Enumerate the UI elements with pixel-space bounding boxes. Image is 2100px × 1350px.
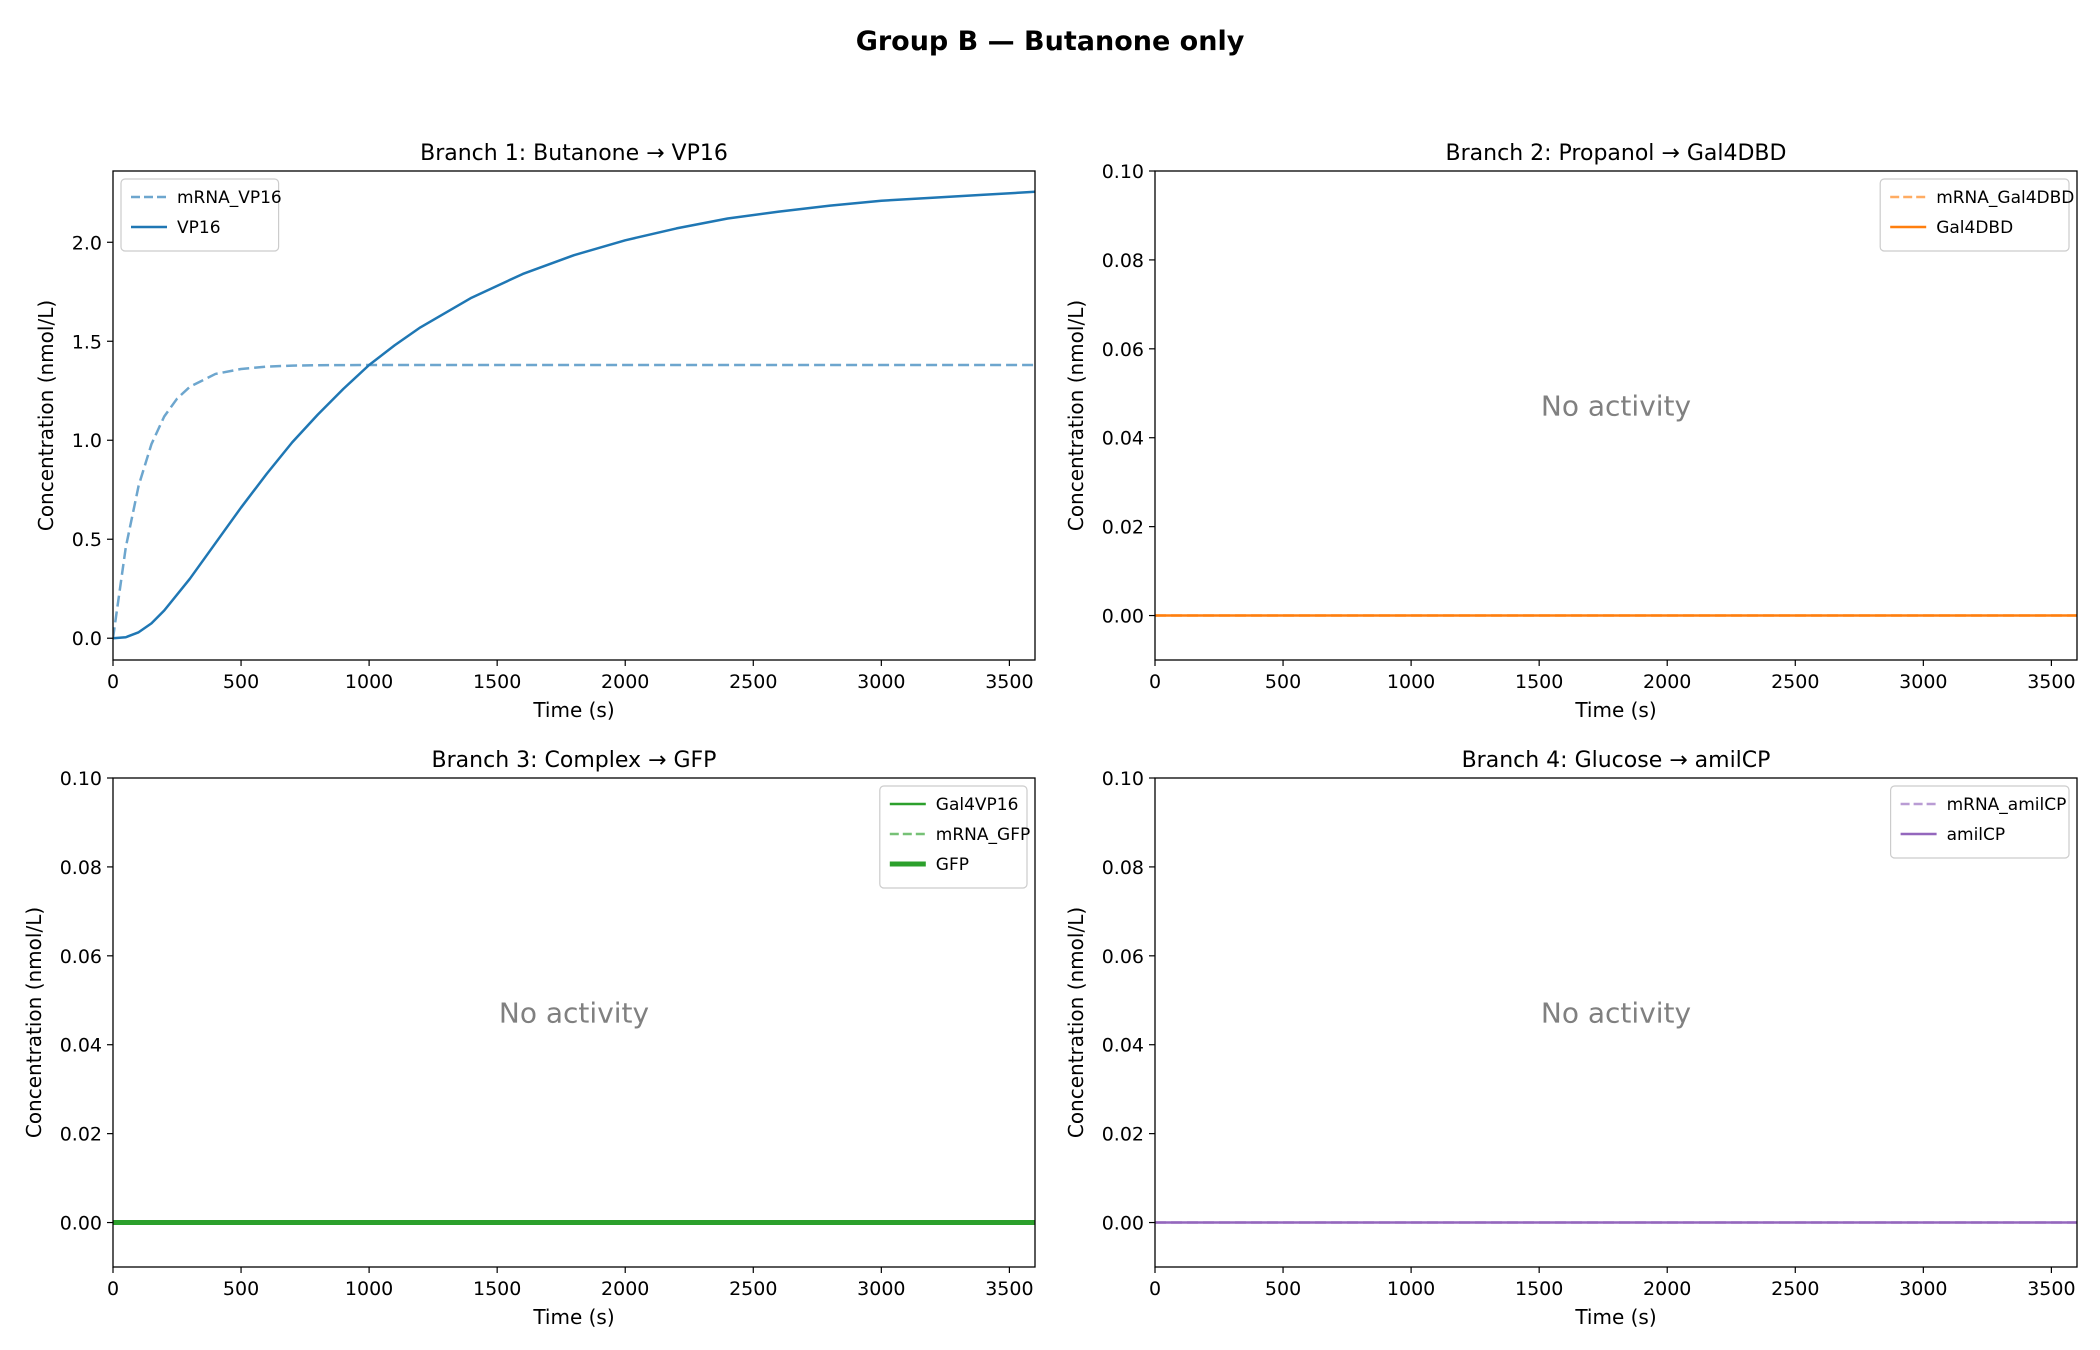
x-tick-label: 0 <box>1149 671 1161 693</box>
x-axis-label: Time (s) <box>532 698 614 722</box>
y-tick-label: 0.02 <box>60 1124 102 1146</box>
y-tick-label: 0.02 <box>1102 1124 1144 1146</box>
x-tick-label: 500 <box>1265 1278 1301 1300</box>
y-tick-label: 0.10 <box>1102 768 1144 790</box>
legend: mRNA_VP16 VP16 <box>120 178 282 252</box>
x-tick-label: 1500 <box>473 671 521 693</box>
x-tick-label: 3000 <box>1899 1278 1947 1300</box>
y-tick-label: 1.5 <box>72 331 102 353</box>
y-tick-label: 0.00 <box>1102 606 1144 628</box>
x-tick-label: 3000 <box>1899 671 1947 693</box>
no-activity-annotation: No activity <box>499 997 649 1030</box>
x-tick-label: 2000 <box>1643 1278 1691 1300</box>
x-tick-label: 0 <box>107 1278 119 1300</box>
x-tick-label: 2500 <box>1771 1278 1819 1300</box>
legend-label-amilCP: amilCP <box>1947 825 2006 845</box>
no-activity-annotation: No activity <box>1541 997 1691 1030</box>
y-tick-label: 0.06 <box>60 946 102 968</box>
legend-label-mRNA_Gal4DBD: mRNA_Gal4DBD <box>1936 188 2074 208</box>
y-tick-label: 0.0 <box>72 628 102 650</box>
x-tick-label: 3000 <box>857 671 905 693</box>
legend-label-Gal4DBD: Gal4DBD <box>1936 218 2013 238</box>
x-tick-label: 2500 <box>729 671 777 693</box>
x-tick-label: 1500 <box>1515 1278 1563 1300</box>
x-tick-label: 0 <box>107 671 119 693</box>
chart-panel-2: 0 500 1000 1500 2000 2500 3000 3500 0.00 0.02 0.04… <box>1064 141 2078 722</box>
x-axis-label: Time (s) <box>532 1305 614 1329</box>
x-tick-label: 2000 <box>1643 671 1691 693</box>
x-tick-label: 0 <box>1149 1278 1161 1300</box>
chart-title: Branch 3: Complex → GFP <box>432 748 717 773</box>
y-tick-label: 0.08 <box>60 857 102 879</box>
y-tick-label: 0.04 <box>1102 428 1144 450</box>
legend: Gal4VP16 mRNA_GFP GFP <box>879 785 1030 889</box>
chart-panel-3: 0 500 1000 1500 2000 2500 3000 3500 0.00 0.02 0.04… <box>22 748 1036 1329</box>
axes-frame <box>1154 170 2078 661</box>
y-tick-label: 0.5 <box>72 529 102 551</box>
y-tick-label: 0.02 <box>1102 517 1144 539</box>
x-tick-label: 1000 <box>1387 671 1435 693</box>
y-axis-label: Concentration (nmol/L) <box>22 907 46 1138</box>
series-line-VP16 <box>113 190 1035 640</box>
x-tick-label: 3500 <box>985 1278 1033 1300</box>
legend-label-mRNA_amilCP: mRNA_amilCP <box>1947 795 2067 815</box>
x-tick-label: 2500 <box>729 1278 777 1300</box>
chart-panel-4: 0 500 1000 1500 2000 2500 3000 3500 0.00 0.02 0.04… <box>1064 748 2078 1329</box>
x-tick-label: 2000 <box>601 671 649 693</box>
x-axis-label: Time (s) <box>1574 1305 1656 1329</box>
y-tick-label: 0.04 <box>1102 1035 1144 1057</box>
x-tick-label: 1500 <box>473 1278 521 1300</box>
x-tick-label: 1000 <box>345 1278 393 1300</box>
figure-title: Group B — Butanone only <box>856 26 1245 57</box>
y-tick-label: 0.10 <box>1102 161 1144 183</box>
y-tick-label: 2.0 <box>72 232 102 254</box>
x-tick-label: 1500 <box>1515 671 1563 693</box>
x-tick-label: 500 <box>223 671 259 693</box>
y-tick-label: 0.08 <box>1102 250 1144 272</box>
axes-frame <box>112 777 1036 1268</box>
legend: mRNA_amilCP amilCP <box>1889 785 2070 859</box>
no-activity-annotation: No activity <box>1541 390 1691 423</box>
legend-box <box>1879 178 2070 252</box>
chart-panel-1: 0 500 1000 1500 2000 2500 3000 3500 0.0 0.5 1.0 1.5… <box>34 141 1036 722</box>
y-axis-label: Concentration (nmol/L) <box>1064 907 1088 1138</box>
y-axis-label: Concentration (nmol/L) <box>1064 300 1088 531</box>
y-tick-label: 0.06 <box>1102 946 1144 968</box>
chart-title: Branch 2: Propanol → Gal4DBD <box>1446 141 1787 166</box>
chart-title: Branch 4: Glucose → amilCP <box>1462 748 1771 773</box>
x-tick-label: 500 <box>223 1278 259 1300</box>
x-tick-label: 3500 <box>2027 1278 2075 1300</box>
legend-label-mRNA_GFP: mRNA_GFP <box>936 825 1030 845</box>
x-tick-label: 1000 <box>345 671 393 693</box>
x-tick-label: 3500 <box>985 671 1033 693</box>
y-tick-label: 1.0 <box>72 430 102 452</box>
x-tick-label: 2500 <box>1771 671 1819 693</box>
axes-frame <box>112 170 1036 661</box>
y-tick-label: 0.00 <box>1102 1213 1144 1235</box>
axes-frame <box>1154 777 2078 1268</box>
legend-label-Gal4VP16: Gal4VP16 <box>936 795 1019 815</box>
legend-label-GFP: GFP <box>936 855 969 875</box>
y-axis-label: Concentration (nmol/L) <box>34 300 58 531</box>
x-tick-label: 500 <box>1265 671 1301 693</box>
x-tick-label: 3000 <box>857 1278 905 1300</box>
legend-label-VP16: VP16 <box>177 218 221 238</box>
x-axis-label: Time (s) <box>1574 698 1656 722</box>
legend-label-mRNA_VP16: mRNA_VP16 <box>177 188 282 208</box>
legend: mRNA_Gal4DBD Gal4DBD <box>1879 178 2074 252</box>
y-tick-label: 0.00 <box>60 1213 102 1235</box>
y-tick-label: 0.04 <box>60 1035 102 1057</box>
y-tick-label: 0.06 <box>1102 339 1144 361</box>
chart-title: Branch 1: Butanone → VP16 <box>420 141 728 166</box>
x-tick-label: 1000 <box>1387 1278 1435 1300</box>
x-tick-label: 2000 <box>601 1278 649 1300</box>
y-tick-label: 0.08 <box>1102 857 1144 879</box>
x-tick-label: 3500 <box>2027 671 2075 693</box>
series-line-mRNA_VP16 <box>113 363 1035 639</box>
y-tick-label: 0.10 <box>60 768 102 790</box>
